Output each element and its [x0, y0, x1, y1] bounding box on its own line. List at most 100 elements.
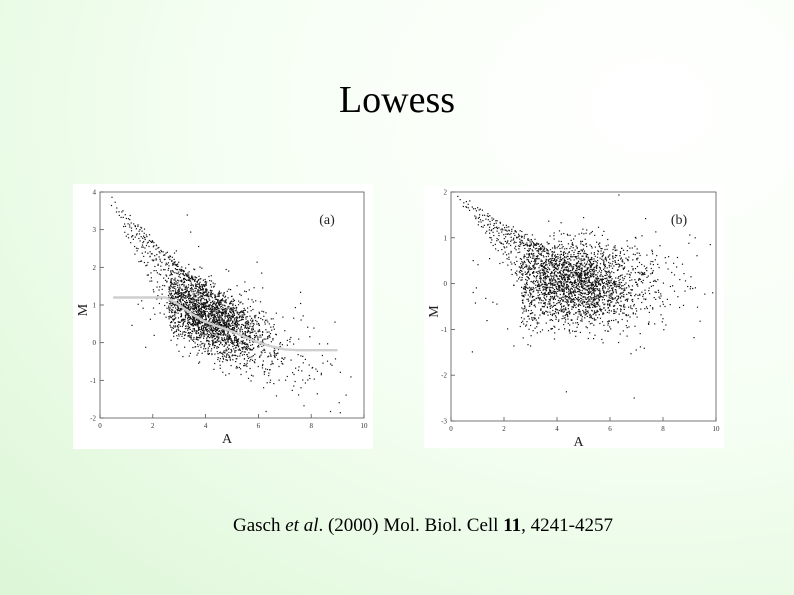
scatter-point: [141, 230, 143, 232]
scatter-point: [201, 296, 204, 298]
scatter-point: [204, 291, 207, 293]
scatter-point: [531, 318, 533, 320]
scatter-point: [521, 292, 523, 294]
scatter-point: [222, 333, 224, 335]
scatter-point: [589, 265, 591, 267]
scatter-point: [170, 326, 172, 328]
scatter-point: [195, 331, 197, 333]
scatter-point: [538, 285, 540, 288]
scatter-point: [134, 253, 136, 255]
scatter-point: [528, 315, 530, 317]
scatter-point: [206, 340, 208, 342]
scatter-point: [668, 256, 670, 258]
scatter-point: [188, 300, 190, 302]
scatter-point: [178, 284, 180, 286]
scatter-point: [557, 264, 559, 267]
scatter-point: [169, 258, 171, 261]
scatter-point: [546, 270, 548, 272]
scatter-point: [211, 328, 213, 330]
scatter-point: [601, 282, 603, 284]
scatter-point: [583, 217, 585, 219]
scatter-point: [523, 237, 525, 239]
scatter-point: [555, 268, 557, 270]
scatter-point: [623, 294, 625, 296]
scatter-point: [549, 319, 551, 321]
scatter-point: [594, 334, 596, 336]
scatter-point: [592, 281, 594, 283]
scatter-point: [234, 321, 236, 323]
scatter-point: [233, 348, 235, 350]
scatter-point: [550, 261, 552, 263]
scatter-point: [582, 280, 584, 282]
scatter-point: [600, 309, 602, 311]
scatter-point: [580, 273, 582, 275]
scatter-point: [602, 252, 604, 255]
scatter-point: [566, 248, 568, 250]
scatter-point: [236, 344, 238, 346]
scatter-point: [599, 283, 601, 285]
scatter-point: [225, 312, 228, 314]
scatter-point: [205, 301, 207, 304]
scatter-point: [269, 333, 272, 335]
scatter-point: [269, 379, 272, 381]
scatter-point: [239, 355, 241, 357]
scatter-point: [192, 276, 194, 278]
scatter-point: [194, 283, 197, 285]
scatter-point: [566, 314, 568, 316]
scatter-point: [556, 288, 558, 290]
scatter-point: [218, 304, 221, 307]
scatter-point: [265, 368, 267, 370]
scatter-point: [648, 287, 650, 289]
scatter-point: [191, 330, 193, 332]
scatter-point: [222, 309, 224, 311]
scatter-point: [211, 312, 213, 314]
scatter-point: [227, 312, 229, 315]
scatter-point: [232, 314, 234, 316]
scatter-point: [569, 288, 571, 290]
scatter-point: [262, 342, 264, 344]
scatter-point: [595, 261, 597, 263]
scatter-point: [259, 330, 261, 333]
scatter-point: [605, 260, 608, 262]
scatter-point: [580, 314, 582, 316]
scatter-point: [608, 255, 610, 257]
scatter-point: [244, 331, 246, 333]
scatter-point: [606, 274, 608, 276]
scatter-point: [173, 282, 175, 284]
scatter-point: [587, 259, 589, 261]
scatter-point: [240, 294, 242, 296]
scatter-point: [270, 326, 272, 328]
scatter-point: [629, 276, 631, 278]
scatter-point: [187, 318, 189, 320]
scatter-point: [227, 318, 229, 321]
scatter-point: [533, 265, 535, 267]
scatter-point: [535, 277, 537, 279]
scatter-point: [648, 290, 650, 292]
scatter-point: [654, 259, 656, 261]
scatter-point: [231, 328, 234, 330]
scatter-point: [530, 335, 532, 337]
scatter-point: [265, 338, 267, 340]
scatter-point: [250, 310, 252, 312]
scatter-point: [541, 268, 543, 270]
scatter-point: [545, 289, 548, 291]
scatter-point: [613, 265, 615, 267]
scatter-point: [712, 292, 714, 294]
scatter-point: [202, 284, 204, 286]
scatter-point: [586, 297, 588, 299]
scatter-point: [205, 283, 207, 285]
x-tick-label-a: 2: [151, 422, 155, 430]
scatter-point: [230, 309, 233, 311]
scatter-point: [590, 264, 592, 266]
scatter-point: [236, 311, 238, 313]
scatter-point: [241, 354, 244, 356]
scatter-point: [531, 295, 534, 297]
scatter-point: [172, 287, 174, 289]
scatter-point: [644, 292, 646, 294]
scatter-point: [205, 289, 207, 291]
scatter-point: [614, 282, 616, 284]
scatter-point: [565, 274, 567, 276]
scatter-point: [202, 302, 204, 304]
scatter-point: [192, 293, 194, 295]
scatter-point: [589, 282, 592, 284]
